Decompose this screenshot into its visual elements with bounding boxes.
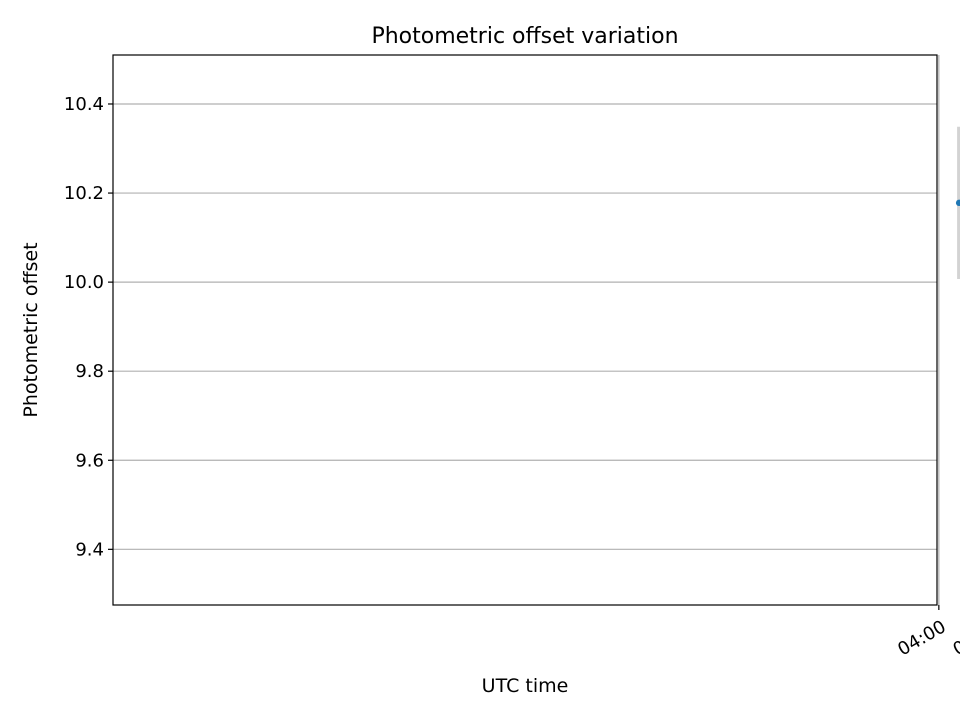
y-tick-label: 10.4 [64,94,104,115]
y-tick-label: 9.6 [75,450,104,471]
y-tick-label: 10.2 [64,183,104,204]
grid-lines [113,55,940,605]
y-tick-label: 10.0 [64,272,104,293]
plot-frame [112,54,938,606]
y-axis-label: Photometric offset [20,242,42,417]
data-points [955,199,960,207]
y-tick-label: 9.8 [75,361,104,382]
y-axis-ticks: 9.4 9.6 9.8 10.0 10.2 10.4 [64,94,113,560]
y-tick-label: 9.4 [75,539,104,560]
data-point [955,199,960,207]
x-axis-label: UTC time [482,675,569,697]
chart-title: Photometric offset variation [371,24,678,49]
x-tick-label: 03:00 [950,616,960,660]
